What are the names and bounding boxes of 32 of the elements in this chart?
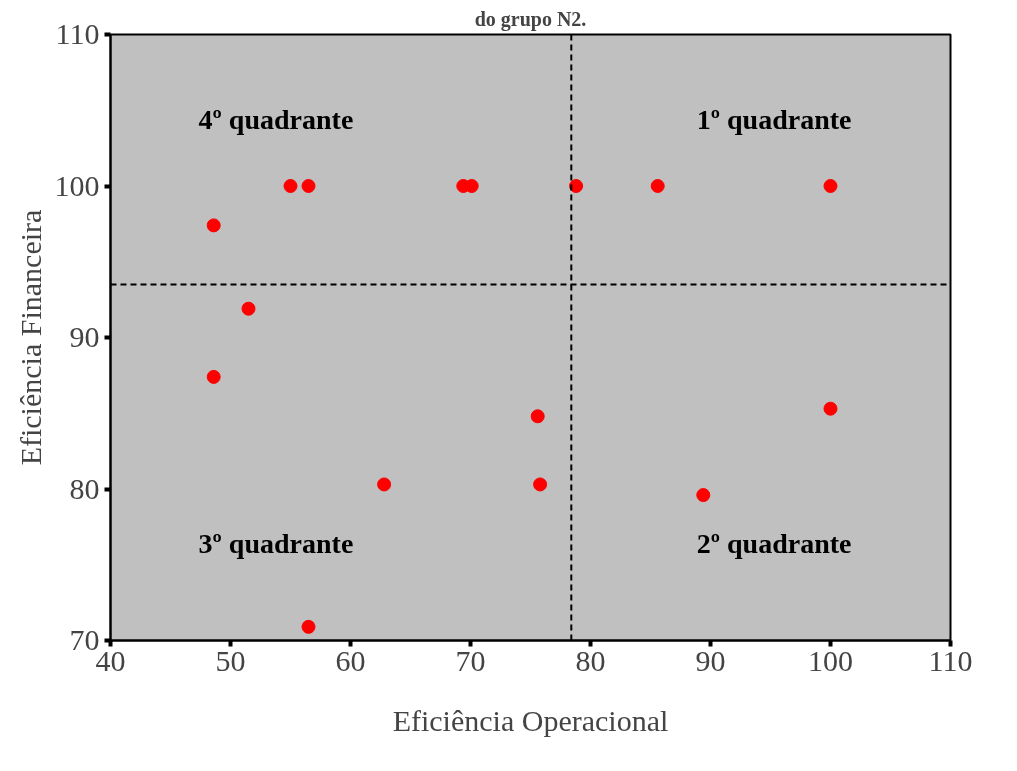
- point: [696, 488, 711, 503]
- y-tick-label: 80: [69, 471, 100, 505]
- x-tick-label: 100: [808, 643, 853, 677]
- point: [206, 369, 221, 384]
- point: [650, 179, 665, 193]
- y-tick-label: 100: [54, 168, 100, 202]
- annotation: 3º quadrante: [198, 528, 354, 560]
- x-tick-label: 80: [575, 643, 606, 677]
- y-tick-label: 110: [55, 17, 100, 50]
- point: [530, 409, 545, 424]
- y-tick-label: 90: [69, 320, 100, 353]
- point: [241, 301, 256, 316]
- annotation: 4º quadrante: [198, 103, 354, 135]
- point: [823, 179, 838, 193]
- x-tick-label: 70: [455, 643, 486, 677]
- y-axis-title: Eficiência Financeira: [13, 209, 47, 466]
- x-tick-label: 60: [335, 643, 366, 677]
- x-tick-label: 110: [928, 643, 973, 677]
- point: [533, 477, 548, 492]
- annotation: 2º quadrante: [696, 528, 852, 560]
- x-tick-label: 50: [215, 643, 246, 677]
- point: [823, 401, 838, 416]
- annotation: 1º quadrante: [696, 103, 852, 135]
- point: [301, 179, 316, 193]
- point: [301, 619, 316, 634]
- point: [377, 477, 392, 492]
- point: [283, 179, 298, 193]
- point: [569, 179, 584, 193]
- point: [206, 218, 221, 233]
- chart-title: do grupo N2.: [474, 7, 587, 31]
- x-axis-title: Eficiência Operacional: [392, 703, 669, 737]
- x-tick-label: 90: [695, 643, 726, 677]
